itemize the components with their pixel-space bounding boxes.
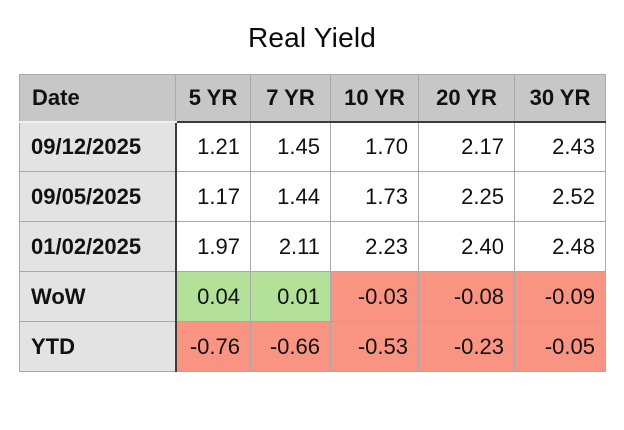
- row-label: YTD: [19, 321, 176, 372]
- value-cell: -0.05: [514, 321, 606, 372]
- table-header: Date 5 YR 7 YR 10 YR 20 YR 30 YR: [19, 74, 606, 123]
- table-body: 09/12/2025 1.21 1.45 1.70 2.17 2.43 09/05/2025…: [19, 121, 606, 372]
- table-row: YTD -0.76 -0.66 -0.53 -0.23 -0.05: [19, 321, 606, 372]
- row-label: 09/12/2025: [19, 121, 176, 172]
- row-label: 09/05/2025: [19, 171, 176, 222]
- value-cell: 2.11: [250, 221, 331, 272]
- column-header-7yr: 7 YR: [250, 74, 331, 123]
- value-cell: 1.70: [330, 121, 419, 172]
- table-row: 09/05/2025 1.17 1.44 1.73 2.25 2.52: [19, 171, 606, 222]
- value-cell: 2.25: [418, 171, 515, 222]
- row-label: 01/02/2025: [19, 221, 176, 272]
- value-cell: -0.76: [174, 321, 251, 372]
- value-cell: 1.73: [330, 171, 419, 222]
- value-cell: 2.17: [418, 121, 515, 172]
- row-label: WoW: [19, 271, 176, 322]
- value-cell: 1.45: [250, 121, 331, 172]
- value-cell: 1.44: [250, 171, 331, 222]
- column-header-30yr: 30 YR: [514, 74, 606, 123]
- column-header-date: Date: [19, 74, 176, 123]
- value-cell: 1.97: [174, 221, 251, 272]
- value-cell: -0.03: [330, 271, 419, 322]
- value-cell: 2.48: [514, 221, 606, 272]
- table-row: 09/12/2025 1.21 1.45 1.70 2.17 2.43: [19, 121, 606, 172]
- value-cell: 2.43: [514, 121, 606, 172]
- table-row: WoW 0.04 0.01 -0.03 -0.08 -0.09: [19, 271, 606, 322]
- page-title: Real Yield: [247, 22, 377, 53]
- value-cell: 1.21: [174, 121, 251, 172]
- value-cell: 0.01: [250, 271, 331, 322]
- value-cell: 1.17: [174, 171, 251, 222]
- value-cell: -0.09: [514, 271, 606, 322]
- value-cell: -0.08: [418, 271, 515, 322]
- column-header-5yr: 5 YR: [175, 74, 251, 123]
- column-header-10yr: 10 YR: [330, 74, 419, 123]
- value-cell: 2.23: [330, 221, 419, 272]
- real-yield-table: Date 5 YR 7 YR 10 YR 20 YR 30 YR 09/12/2…: [19, 74, 606, 372]
- value-cell: 2.40: [418, 221, 515, 272]
- value-cell: -0.53: [330, 321, 419, 372]
- header-row: Date 5 YR 7 YR 10 YR 20 YR 30 YR: [19, 74, 606, 123]
- table-row: 01/02/2025 1.97 2.11 2.23 2.40 2.48: [19, 221, 606, 272]
- value-cell: -0.23: [418, 321, 515, 372]
- value-cell: -0.66: [250, 321, 331, 372]
- value-cell: 0.04: [174, 271, 251, 322]
- value-cell: 2.52: [514, 171, 606, 222]
- column-header-20yr: 20 YR: [418, 74, 515, 123]
